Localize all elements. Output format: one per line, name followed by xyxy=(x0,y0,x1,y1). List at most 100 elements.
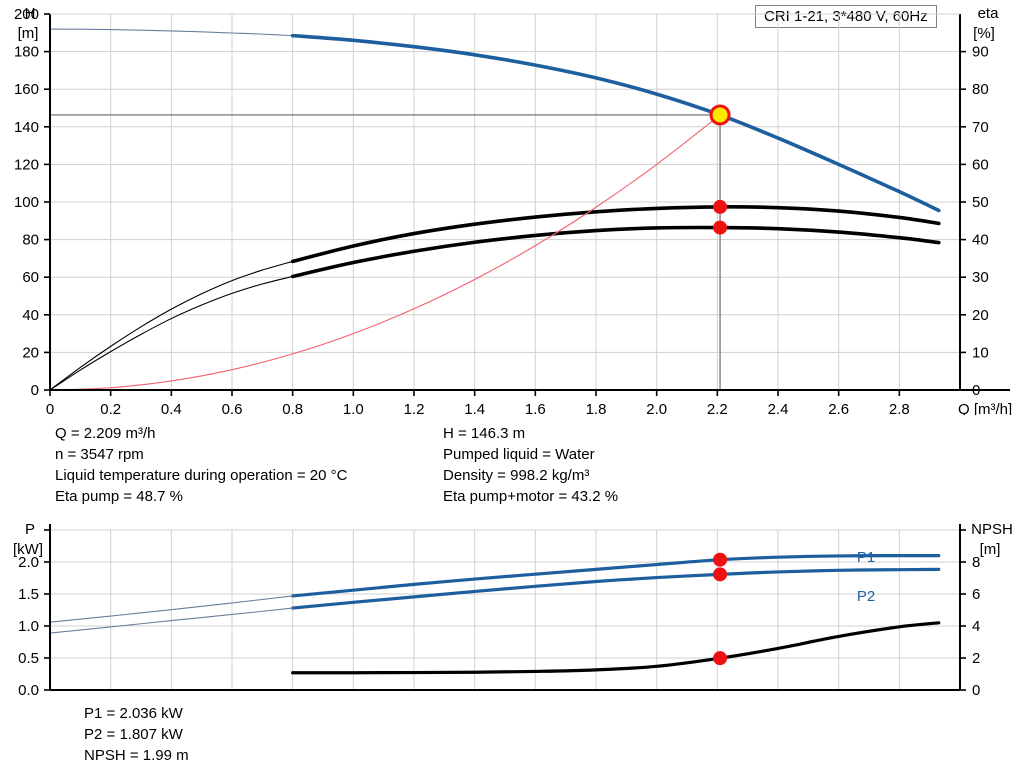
y2-axis-title-line2: [m] xyxy=(980,541,1001,558)
axes xyxy=(44,524,966,691)
curve-head-h-thin-extension xyxy=(49,28,294,37)
y2-tick-label: 60 xyxy=(972,156,989,173)
curve-p2 xyxy=(291,567,941,610)
curve-eta-pump xyxy=(290,205,941,264)
marker-eta-pump-motor xyxy=(713,220,728,235)
y-tick-label: 20 xyxy=(22,344,39,361)
power-npsh-chart: 0.0 0.5 1.0 1.5 2.0 0 2 4 6 8 P [kW] NPSH [m] P1 P2 xyxy=(13,521,1013,699)
y-tick-label: 40 xyxy=(22,307,39,324)
info-bottom-1: P2 = 1.807 kW xyxy=(84,726,183,743)
curve-eta-pump-motor xyxy=(290,225,941,279)
y-tick-label: 80 xyxy=(22,232,39,249)
y-axis-title-line1: H xyxy=(25,5,36,22)
info-block-right: H = 146.3 m Pumped liquid = Water Densit… xyxy=(443,423,618,507)
info-left-3: Eta pump = 48.7 % xyxy=(55,488,183,505)
y-axis-title-line1: P xyxy=(25,521,35,538)
y2-tick-label: 4 xyxy=(972,618,980,635)
marker-p2 xyxy=(713,567,728,582)
y2-tick-label: 6 xyxy=(972,586,980,603)
axes xyxy=(44,13,1010,396)
x-axis-title: Q [m³/h] xyxy=(958,401,1012,415)
x-tick-label: 1.4 xyxy=(464,401,485,415)
curve-eta-pump-motor-thin-extension xyxy=(49,275,294,391)
y-axis-title-line2: [kW] xyxy=(13,541,43,558)
chart-title-box: CRI 1-21, 3*480 V, 60Hz xyxy=(755,5,937,28)
x-tick-label: 0 xyxy=(46,401,54,415)
curve-npsh xyxy=(291,621,941,675)
y2-axis-title-line2: [%] xyxy=(973,25,995,42)
y2-axis-title-line1: eta xyxy=(978,5,1000,22)
duty-guides xyxy=(50,114,721,390)
y-tick-label: 1.0 xyxy=(18,618,39,635)
y-tick-label: 2.0 xyxy=(18,554,39,571)
y2-tick-label: 8 xyxy=(972,554,980,571)
info-left-1: n = 3547 rpm xyxy=(55,446,144,463)
y-tick-label: 100 xyxy=(14,194,39,211)
info-block-left: Q = 2.209 m³/h n = 3547 rpm Liquid tempe… xyxy=(55,423,347,507)
duty-point-marker[interactable] xyxy=(709,104,731,126)
y-tick-label: 1.5 xyxy=(18,586,39,603)
grid-lines xyxy=(50,13,960,390)
head-eta-chart: 0 20 40 60 80 100 120 140 160 180 200 0 10 20 30 40 50 60… xyxy=(14,5,1012,415)
y-tick-label: 60 xyxy=(22,269,39,286)
curve-p2-thin-extension xyxy=(49,607,294,634)
curve-head-h xyxy=(290,33,941,213)
x-tick-label: 1.8 xyxy=(586,401,607,415)
x-tick-label: 0.2 xyxy=(100,401,121,415)
y-tick-label: 200 xyxy=(14,6,39,23)
y2-tick-label: 40 xyxy=(972,232,989,249)
x-tick-label: 0.6 xyxy=(222,401,243,415)
y-axis-title-line2: [m] xyxy=(18,25,39,42)
info-right-3: Eta pump+motor = 43.2 % xyxy=(443,488,619,505)
y2-tick-label: 10 xyxy=(972,344,989,361)
x-tick-label: 2.0 xyxy=(646,401,667,415)
y2-tick-label: 50 xyxy=(972,194,989,211)
y2-tick-label: 20 xyxy=(972,307,989,324)
curve-p1 xyxy=(291,553,941,598)
operating-point-markers xyxy=(713,552,728,666)
x-tick-label: 2.4 xyxy=(768,401,789,415)
x-tick-label: 1.0 xyxy=(343,401,364,415)
info-right-0: H = 146.3 m xyxy=(443,425,526,442)
info-left-0: Q = 2.209 m³/h xyxy=(55,425,156,442)
x-tick-label: 2.8 xyxy=(889,401,910,415)
y-tick-label: 0.0 xyxy=(18,682,39,699)
info-bottom-2: NPSH = 1.99 m xyxy=(84,747,189,764)
y-tick-label: 140 xyxy=(14,119,39,136)
x-tick-label: 1.6 xyxy=(525,401,546,415)
y2-tick-label: 30 xyxy=(972,269,989,286)
y2-tick-label: 0 xyxy=(972,682,980,699)
info-block-bottom: P1 = 2.036 kW P2 = 1.807 kW NPSH = 1.99 … xyxy=(84,703,189,766)
grid-lines xyxy=(50,529,960,690)
marker-eta-pump xyxy=(713,199,728,214)
operating-point-markers xyxy=(709,104,731,235)
marker-p1 xyxy=(713,552,728,567)
x-tick-label: 2.6 xyxy=(828,401,849,415)
y2-tick-label: 80 xyxy=(972,81,989,98)
y2-tick-label: 2 xyxy=(972,650,980,667)
curve-eta-pump-thin-extension xyxy=(49,260,294,391)
info-right-2: Density = 998.2 kg/m³ xyxy=(443,467,590,484)
marker-npsh xyxy=(713,651,728,666)
y-tick-label: 120 xyxy=(14,156,39,173)
curve-label-p1: P1 xyxy=(857,549,875,566)
y-tick-label: 0 xyxy=(31,382,39,399)
curve-label-p2: P2 xyxy=(857,588,875,605)
y-tick-label: 160 xyxy=(14,81,39,98)
x-tick-label: 0.8 xyxy=(282,401,303,415)
info-right-1: Pumped liquid = Water xyxy=(443,446,595,463)
info-left-2: Liquid temperature during operation = 20… xyxy=(55,467,348,484)
curve-system-curve xyxy=(49,114,721,391)
curve-p1-thin-extension xyxy=(49,595,294,623)
x-tick-label: 1.2 xyxy=(404,401,425,415)
y-tick-label: 180 xyxy=(14,44,39,61)
y2-tick-label: 90 xyxy=(972,44,989,61)
y2-tick-label: 0 xyxy=(972,382,980,399)
info-bottom-0: P1 = 2.036 kW xyxy=(84,705,183,722)
curves xyxy=(49,553,941,675)
curves xyxy=(49,28,941,391)
x-tick-label: 0.4 xyxy=(161,401,182,415)
y-tick-label: 0.5 xyxy=(18,650,39,667)
y2-tick-label: 70 xyxy=(972,119,989,136)
